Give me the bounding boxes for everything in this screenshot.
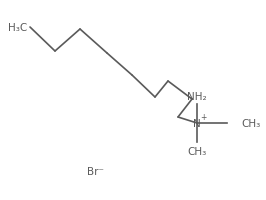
Text: CH₃: CH₃ bbox=[241, 118, 260, 128]
Text: Br⁻: Br⁻ bbox=[86, 166, 103, 176]
Text: NH₂: NH₂ bbox=[187, 92, 207, 101]
Text: N: N bbox=[193, 118, 201, 128]
Text: +: + bbox=[200, 113, 206, 122]
Text: H₃C: H₃C bbox=[8, 23, 27, 33]
Text: CH₃: CH₃ bbox=[187, 146, 207, 156]
